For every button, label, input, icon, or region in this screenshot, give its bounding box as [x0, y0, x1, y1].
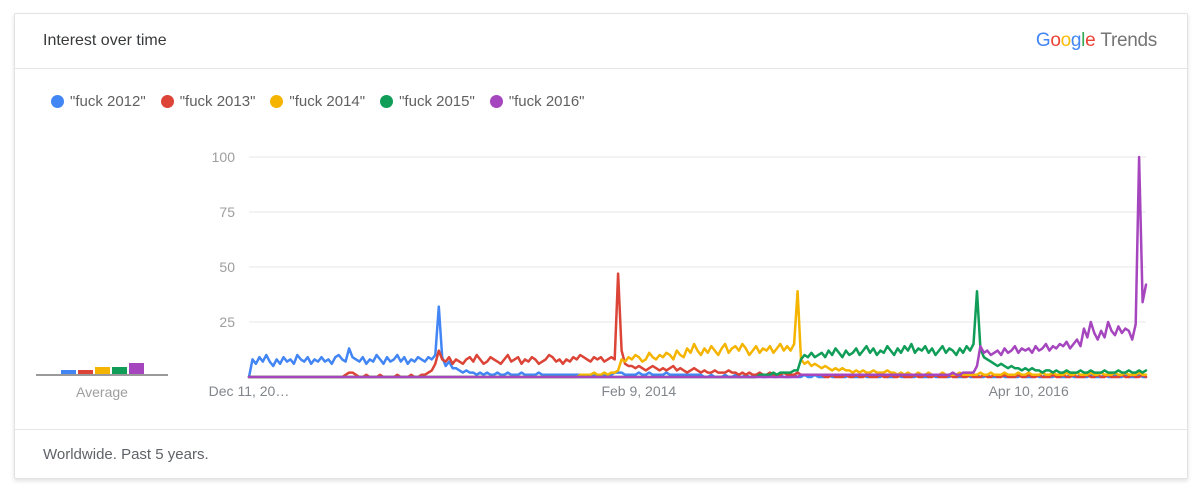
average-bar[interactable] — [111, 367, 127, 374]
google-logo-letters: Google — [1036, 30, 1096, 51]
legend-dot-purple — [489, 94, 503, 108]
legend-dot-green — [380, 94, 394, 108]
legend-item-fuck-2015[interactable]: "fuck 2015" — [380, 93, 475, 110]
x-axis-tick-label: Dec 11, 20… — [208, 383, 290, 399]
legend-label: "fuck 2012" — [70, 92, 146, 110]
legend-item-fuck-2014[interactable]: "fuck 2014" — [270, 93, 365, 110]
y-axis-tick-label: 100 — [211, 149, 235, 165]
legend-item-fuck-2016[interactable]: "fuck 2016" — [489, 92, 585, 110]
average-baseline — [36, 374, 168, 376]
y-axis-tick-label: 75 — [219, 204, 235, 220]
logo-letter: o — [1060, 30, 1072, 51]
trend-chart[interactable]: 25 50 75 100 Dec 11, 20… Feb 9, 2014 Apr 10, 2… — [209, 149, 1148, 399]
trend-line-1[interactable] — [247, 272, 1148, 379]
logo-letter: g — [1070, 30, 1082, 51]
legend-item-fuck-2012[interactable]: "fuck 2012" — [51, 93, 146, 110]
average-bar[interactable] — [128, 363, 144, 374]
logo-letter: o — [1050, 30, 1061, 51]
card-footer: Worldwide. Past 5 years. — [15, 429, 1187, 478]
x-axis-tick-label: Feb 9, 2014 — [601, 383, 677, 399]
legend-dot-blue — [51, 94, 64, 108]
logo-letter: G — [1035, 30, 1051, 51]
average-bar[interactable] — [77, 370, 93, 374]
y-axis-tick-label: 50 — [219, 259, 235, 275]
legend-item-fuck-2013[interactable]: "fuck 2013" — [160, 92, 256, 110]
footer-scope-text: Worldwide. Past 5 years. — [43, 445, 209, 463]
legend-label: "fuck 2015" — [399, 92, 475, 110]
logo-letter: e — [1085, 30, 1096, 51]
chart-legend: "fuck 2012" "fuck 2013" "fuck 2014" "fuc… — [51, 92, 585, 110]
trend-chart-svg[interactable] — [247, 155, 1148, 379]
legend-label: "fuck 2016" — [508, 92, 585, 110]
y-axis-tick-label: 25 — [219, 314, 235, 330]
trend-line-4[interactable] — [247, 155, 1148, 379]
average-bar[interactable] — [94, 367, 110, 374]
legend-dot-yellow — [270, 94, 284, 108]
legend-label: "fuck 2013" — [179, 92, 256, 110]
interest-over-time-card: Interest over time Google Trends "fuck 20… — [14, 13, 1188, 479]
average-mini-chart: Average — [36, 324, 168, 400]
x-axis-tick-label: Apr 10, 2016 — [988, 383, 1069, 399]
legend-dot-red — [160, 94, 174, 108]
card-header: Interest over time Google Trends — [15, 14, 1187, 69]
legend-label: "fuck 2014" — [289, 92, 366, 110]
average-bars — [36, 324, 168, 374]
average-label: Average — [76, 384, 128, 400]
trends-logo-text: Trends — [1100, 30, 1157, 51]
average-bar[interactable] — [60, 370, 76, 374]
google-trends-logo[interactable]: Google Trends — [1036, 30, 1157, 52]
logo-letter: l — [1081, 30, 1086, 51]
card-title: Interest over time — [43, 32, 167, 49]
